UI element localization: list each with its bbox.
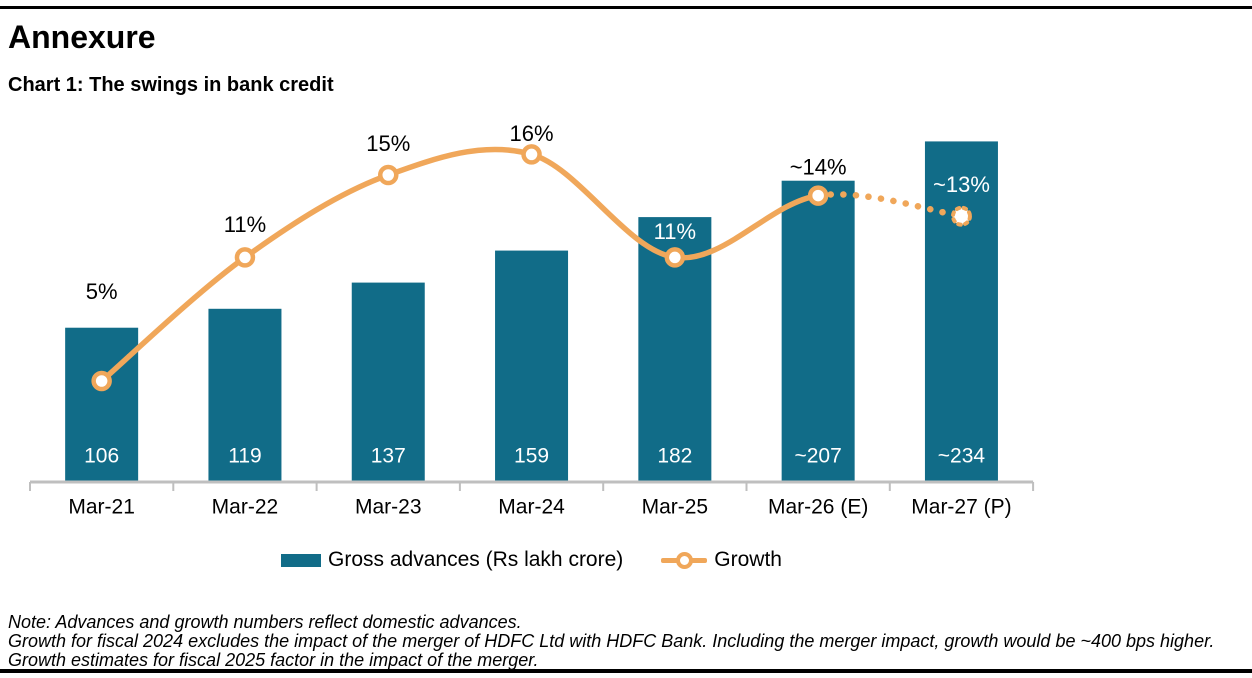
top-rule [0,6,1252,9]
bar-mar-26-e [781,180,855,483]
legend-label-growth: Growth [714,548,782,571]
growth-label-mar-24: 16% [510,121,554,146]
legend-item-growth: Growth [661,548,782,572]
growth-label-mar-22: 11% [224,212,266,237]
growth-label-mar-25: 11% [654,219,696,244]
bar-series-swatch-icon [281,553,322,567]
growth-point-mar-23 [378,164,399,186]
chart-legend: Gross advances (Rs lakh crore) Growth [30,546,1033,574]
x-axis-label-mar-27-p: Mar-27 (P) [911,496,1011,519]
growth-point-mar-22 [234,247,256,268]
bar-value-label-mar-23: 137 [371,445,406,468]
growth-label-mar-21: 5% [86,279,118,304]
page-title: Annexure [8,19,156,55]
growth-line-solid [98,146,821,384]
bar-mar-22 [208,308,282,482]
line-series-swatch-icon [661,552,708,569]
growth-point-mar-21 [91,370,112,392]
bar-mar-25 [638,217,712,482]
growth-line-projected-dotted [814,191,965,220]
x-axis-label-mar-24: Mar-24 [498,496,565,519]
growth-point-mar-24 [521,144,542,165]
x-axis-label-mar-22: Mar-22 [212,496,279,519]
growth-label-mar-23: 15% [366,131,410,156]
line-swatch-marker-icon [676,552,694,569]
bar-value-label-mar-22: 119 [228,445,261,468]
bar-mar-23 [351,282,425,482]
growth-point-mar-26-e [807,185,829,206]
x-axis-label-mar-23: Mar-23 [355,496,422,519]
chart-notes: Note: Advances and growth numbers reflec… [8,613,1214,670]
bar-value-label-mar-21: 106 [84,445,119,468]
growth-point-mar-25 [664,247,686,268]
legend-item-gross-advances: Gross advances (Rs lakh crore) [281,548,623,572]
growth-label-mar-27-p: ~13% [933,172,990,197]
note-line-1: Note: Advances and growth numbers reflec… [8,612,522,632]
legend-label-gross-advances: Gross advances (Rs lakh crore) [328,548,624,571]
bottom-rule [0,669,1252,673]
bar-mar-21 [65,327,139,482]
growth-point-mar-27-p-projected [950,205,972,227]
x-axis-label-mar-21: Mar-21 [68,496,135,519]
bar-mar-24 [495,250,569,482]
bar-value-label-mar-26-e: ~207 [794,445,841,468]
bar-mar-27-p [924,141,998,482]
chart-title: Chart 1: The swings in bank credit [8,74,334,96]
note-line-3: Growth estimates for fiscal 2025 factor … [8,650,539,670]
bar-value-label-mar-27-p: ~234 [938,445,986,468]
x-axis-label-mar-25: Mar-25 [642,496,709,519]
note-line-2: Growth for fiscal 2024 excludes the impa… [8,631,1215,651]
bar-value-label-mar-25: 182 [657,445,692,468]
x-axis-label-mar-26-e: Mar-26 (E) [768,496,868,519]
bar-value-label-mar-24: 159 [514,445,549,468]
growth-label-mar-26-e: ~14% [790,154,847,179]
